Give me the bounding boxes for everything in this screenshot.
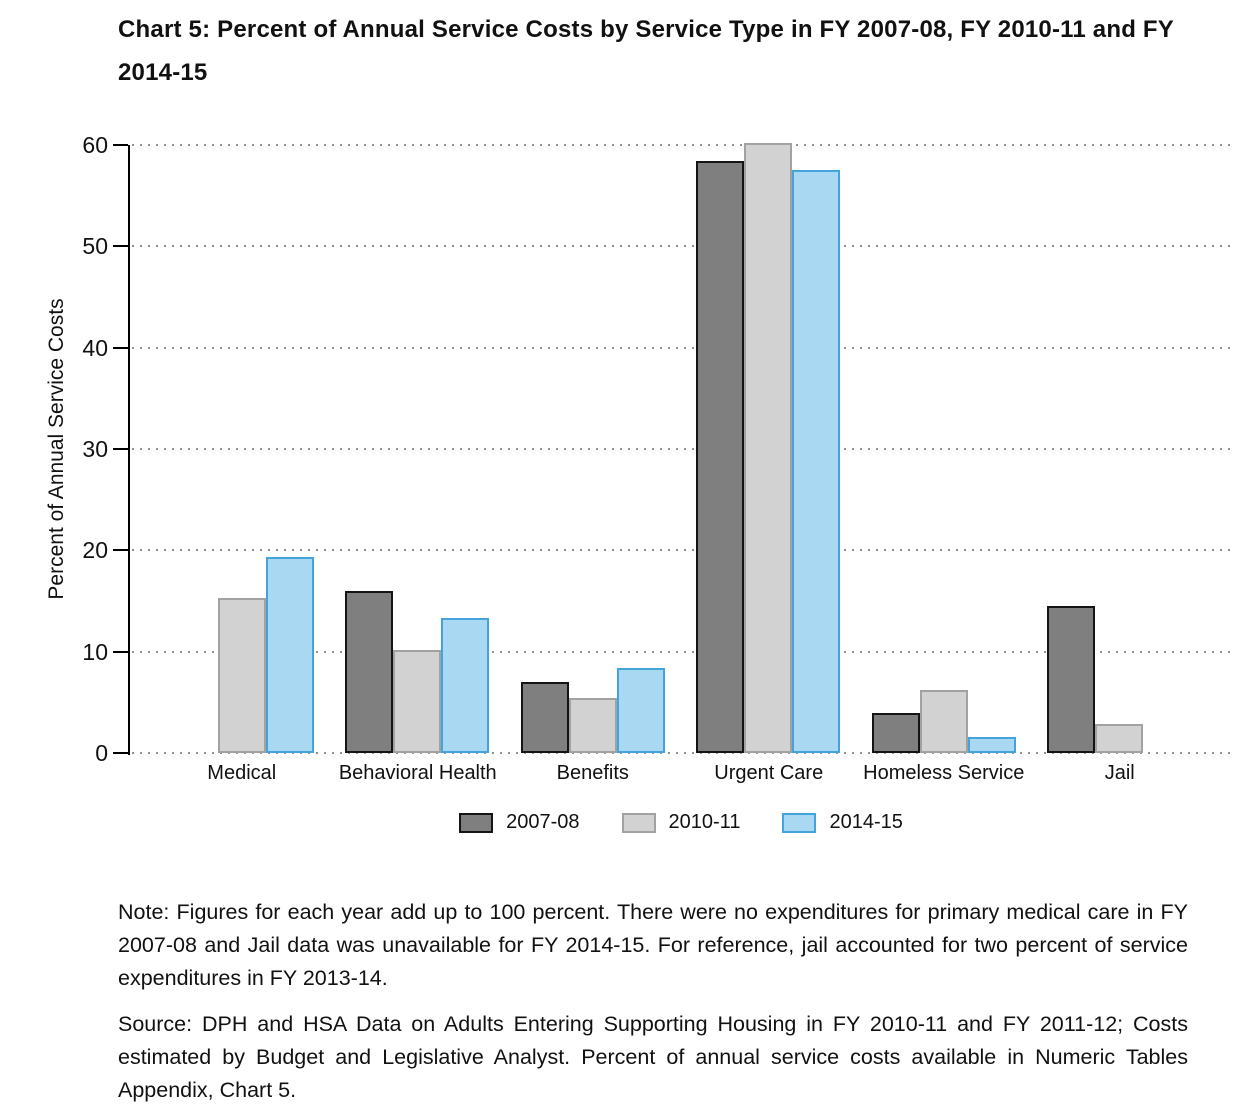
gridline-10 — [132, 650, 1232, 653]
gridline-30 — [132, 448, 1232, 450]
x-tick-label-jail: Jail — [1104, 762, 1135, 784]
y-tick-label-50: 50 — [82, 233, 108, 260]
gridline-50 — [132, 245, 1232, 248]
legend-label-2014-15: 2014-15 — [829, 811, 903, 833]
y-tick-60 — [113, 144, 128, 146]
y-tick-0 — [113, 752, 128, 754]
bar-2010-11-homeless-service — [920, 690, 968, 753]
x-tick-label-benefits: Benefits — [556, 762, 629, 784]
bar-2007-08-urgent-care — [696, 161, 744, 753]
legend-swatch-2010-11 — [621, 812, 656, 833]
chart-title: Chart 5: Percent of Annual Service Costs… — [118, 16, 1174, 86]
legend-item-2007-08: 2007-08 — [459, 811, 580, 834]
bar-2010-11-urgent-care — [744, 143, 792, 753]
gridline-60 — [132, 144, 1232, 146]
gridline-0 — [132, 752, 1232, 754]
bar-2010-11-jail — [1095, 724, 1143, 753]
bar-2014-15-behavioral-health — [441, 618, 489, 753]
bar-2014-15-benefits — [617, 668, 665, 753]
x-tick-label-urgent-care: Urgent Care — [714, 762, 824, 784]
y-tick-label-10: 10 — [82, 638, 108, 665]
y-axis-line — [128, 145, 130, 755]
legend-item-2014-15: 2014-15 — [782, 811, 903, 834]
y-tick-label-40: 40 — [82, 334, 108, 361]
bar-2007-08-jail — [1047, 606, 1095, 753]
y-tick-label-30: 30 — [82, 436, 108, 462]
bar-2007-08-homeless-service — [872, 713, 920, 753]
legend-swatch-2014-15 — [782, 812, 817, 833]
bar-2014-15-homeless-service — [968, 737, 1016, 753]
bar-2014-15-medical — [266, 557, 314, 753]
x-tick-label-behavioral-health: Behavioral Health — [338, 762, 497, 784]
y-tick-label-20: 20 — [82, 537, 108, 564]
legend-swatch-2007-08 — [459, 812, 494, 833]
source-text: Source: DPH and HSA Data on Adults Enter… — [118, 1012, 1188, 1102]
x-tick-label-homeless-service: Homeless Service — [863, 762, 1025, 784]
bar-2007-08-benefits — [521, 682, 569, 753]
bar-2014-15-urgent-care — [792, 170, 840, 753]
gridline-20 — [132, 549, 1232, 552]
gridline-40 — [132, 346, 1232, 349]
note-text: Note: Figures for each year add up to 10… — [118, 900, 1188, 990]
y-tick-10 — [113, 650, 128, 653]
y-tick-label-60: 60 — [82, 132, 108, 158]
x-tick-label-medical: Medical — [207, 762, 277, 784]
y-tick-20 — [113, 549, 128, 552]
bar-2010-11-medical — [218, 598, 266, 753]
legend-label-2007-08: 2007-08 — [506, 811, 580, 833]
y-tick-50 — [113, 245, 128, 248]
y-tick-30 — [113, 448, 128, 450]
y-tick-label-0: 0 — [95, 740, 108, 766]
y-tick-40 — [113, 346, 128, 349]
bar-2010-11-benefits — [569, 698, 617, 753]
legend-label-2010-11: 2010-11 — [668, 811, 741, 833]
bar-2010-11-behavioral-health — [393, 650, 441, 753]
bar-2007-08-behavioral-health — [345, 591, 393, 753]
legend-item-2010-11: 2010-11 — [621, 811, 741, 834]
legend: 2007-08 2010-11 2014-15 — [130, 811, 1232, 834]
